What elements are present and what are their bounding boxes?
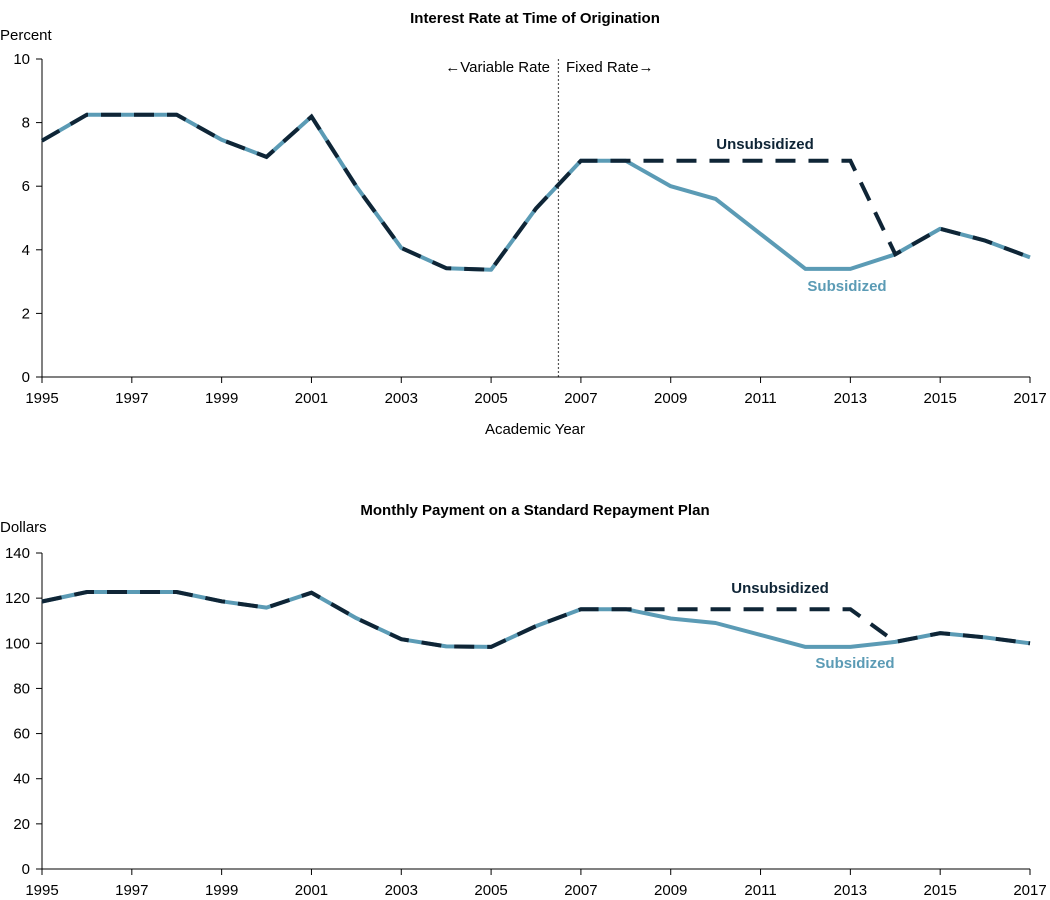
x-axis-label: Academic Year	[485, 421, 585, 438]
y-tick-label: 4	[22, 242, 30, 259]
x-tick-label: 2011	[744, 390, 776, 407]
x-tick-label: 2001	[295, 390, 328, 407]
y-tick-label: 40	[13, 771, 30, 788]
x-tick-label: 2007	[564, 882, 597, 899]
x-tick-label: 2005	[474, 390, 507, 407]
y-tick-label: 100	[5, 635, 30, 652]
x-tick-label: 1997	[115, 882, 148, 899]
chart-title: Monthly Payment on a Standard Repayment …	[360, 502, 709, 519]
unsubsidized-series-line	[41, 590, 1031, 649]
y-axis-unit: Dollars	[0, 519, 47, 536]
unsubsidized-series-line	[40, 112, 1031, 272]
y-tick-label: 0	[22, 369, 30, 386]
x-tick-label: 2003	[385, 390, 418, 407]
x-tick-label: 1999	[205, 390, 238, 407]
x-axis-ticks: 1995 1997 1999 2001 2003 2005 2007 2009 2011 2013…	[25, 869, 1047, 899]
x-axis-ticks: 1995 1997 1999 2001 2003 2005 2007 2009 2011 2013…	[25, 377, 1047, 407]
y-axis-ticks: 0 2 4 6 8 10	[13, 51, 42, 386]
x-tick-label: 2009	[654, 882, 687, 899]
x-tick-label: 2003	[385, 882, 418, 899]
x-tick-label: 2013	[834, 390, 867, 407]
subsidized-series-line	[40, 112, 1031, 272]
y-tick-label: 2	[22, 305, 30, 322]
x-tick-label: 2009	[654, 390, 687, 407]
x-tick-label: 2005	[474, 882, 507, 899]
x-tick-label: 1997	[115, 390, 148, 407]
y-tick-label: 0	[22, 861, 30, 878]
unsubsidized-label: Unsubsidized	[731, 580, 829, 597]
x-tick-label: 2017	[1013, 882, 1046, 899]
interest-rate-chart: Interest Rate at Time of Origination Per…	[0, 10, 1047, 438]
y-axis-ticks: 0 20 40 60 80 100 120 140	[5, 545, 42, 878]
y-tick-label: 20	[13, 816, 30, 833]
x-tick-label: 2017	[1013, 390, 1046, 407]
fixed-rate-annotation: Fixed Rate→	[566, 59, 654, 76]
x-tick-label: 2015	[923, 882, 956, 899]
y-axis-unit: Percent	[0, 27, 53, 44]
monthly-payment-chart: Monthly Payment on a Standard Repayment …	[0, 502, 1047, 899]
y-tick-label: 6	[22, 178, 30, 195]
y-tick-label: 8	[22, 115, 30, 132]
x-tick-label: 1999	[205, 882, 238, 899]
variable-rate-annotation: ←Variable Rate	[445, 59, 550, 76]
x-tick-label: 2011	[744, 882, 776, 899]
x-tick-label: 2015	[923, 390, 956, 407]
subsidized-label: Subsidized	[815, 655, 894, 672]
y-tick-label: 10	[13, 51, 30, 68]
unsubsidized-label: Unsubsidized	[716, 136, 814, 153]
y-tick-label: 120	[5, 590, 30, 607]
subsidized-series-line	[41, 590, 1031, 649]
y-tick-label: 80	[13, 680, 30, 697]
x-tick-label: 1995	[25, 390, 58, 407]
y-tick-label: 140	[5, 545, 30, 562]
x-tick-label: 2013	[834, 882, 867, 899]
x-tick-label: 1995	[25, 882, 58, 899]
x-tick-label: 2007	[564, 390, 597, 407]
subsidized-label: Subsidized	[807, 278, 886, 295]
x-tick-label: 2001	[295, 882, 328, 899]
y-tick-label: 60	[13, 726, 30, 743]
chart-title: Interest Rate at Time of Origination	[410, 10, 660, 27]
